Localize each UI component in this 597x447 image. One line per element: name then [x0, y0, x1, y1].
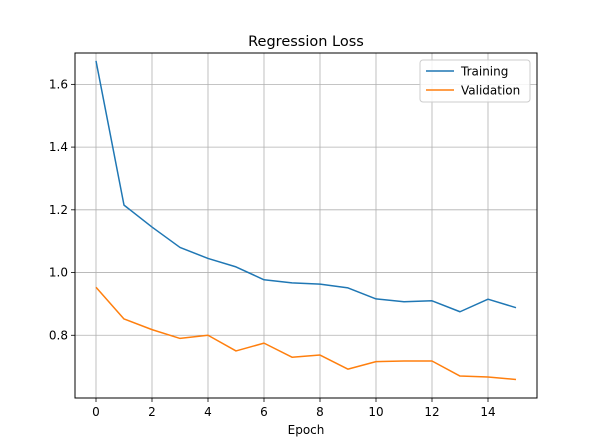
grid — [75, 53, 537, 398]
x-tick-label: 14 — [480, 405, 495, 419]
y-tick-label: 1.2 — [49, 203, 68, 217]
y-tick-label: 0.8 — [49, 328, 68, 342]
legend-label-validation: Validation — [461, 84, 520, 98]
x-tick-label: 12 — [424, 405, 439, 419]
x-tick-label: 0 — [92, 405, 100, 419]
x-tick-label: 4 — [204, 405, 212, 419]
legend: Training Validation — [419, 59, 531, 103]
y-tick-label: 1.0 — [49, 266, 68, 280]
x-tick-label: 6 — [260, 405, 268, 419]
x-tick-label: 10 — [368, 405, 383, 419]
x-axis-label: Epoch — [288, 423, 325, 437]
series-line-validation — [95, 286, 517, 381]
plot-frame — [74, 52, 538, 399]
chart-title: Regression Loss — [248, 34, 364, 50]
series-group — [95, 60, 517, 381]
y-tick-label: 1.4 — [49, 140, 68, 154]
y-tick-label: 1.6 — [49, 77, 68, 91]
x-tick-label: 8 — [316, 405, 324, 419]
ticks: 0 2 4 6 8 10 12 14 0.8 1.0 1.2 1.4 1.6 — [49, 77, 496, 419]
legend-label-training: Training — [460, 65, 508, 79]
series-line-training — [95, 60, 517, 313]
x-tick-label: 2 — [148, 405, 156, 419]
